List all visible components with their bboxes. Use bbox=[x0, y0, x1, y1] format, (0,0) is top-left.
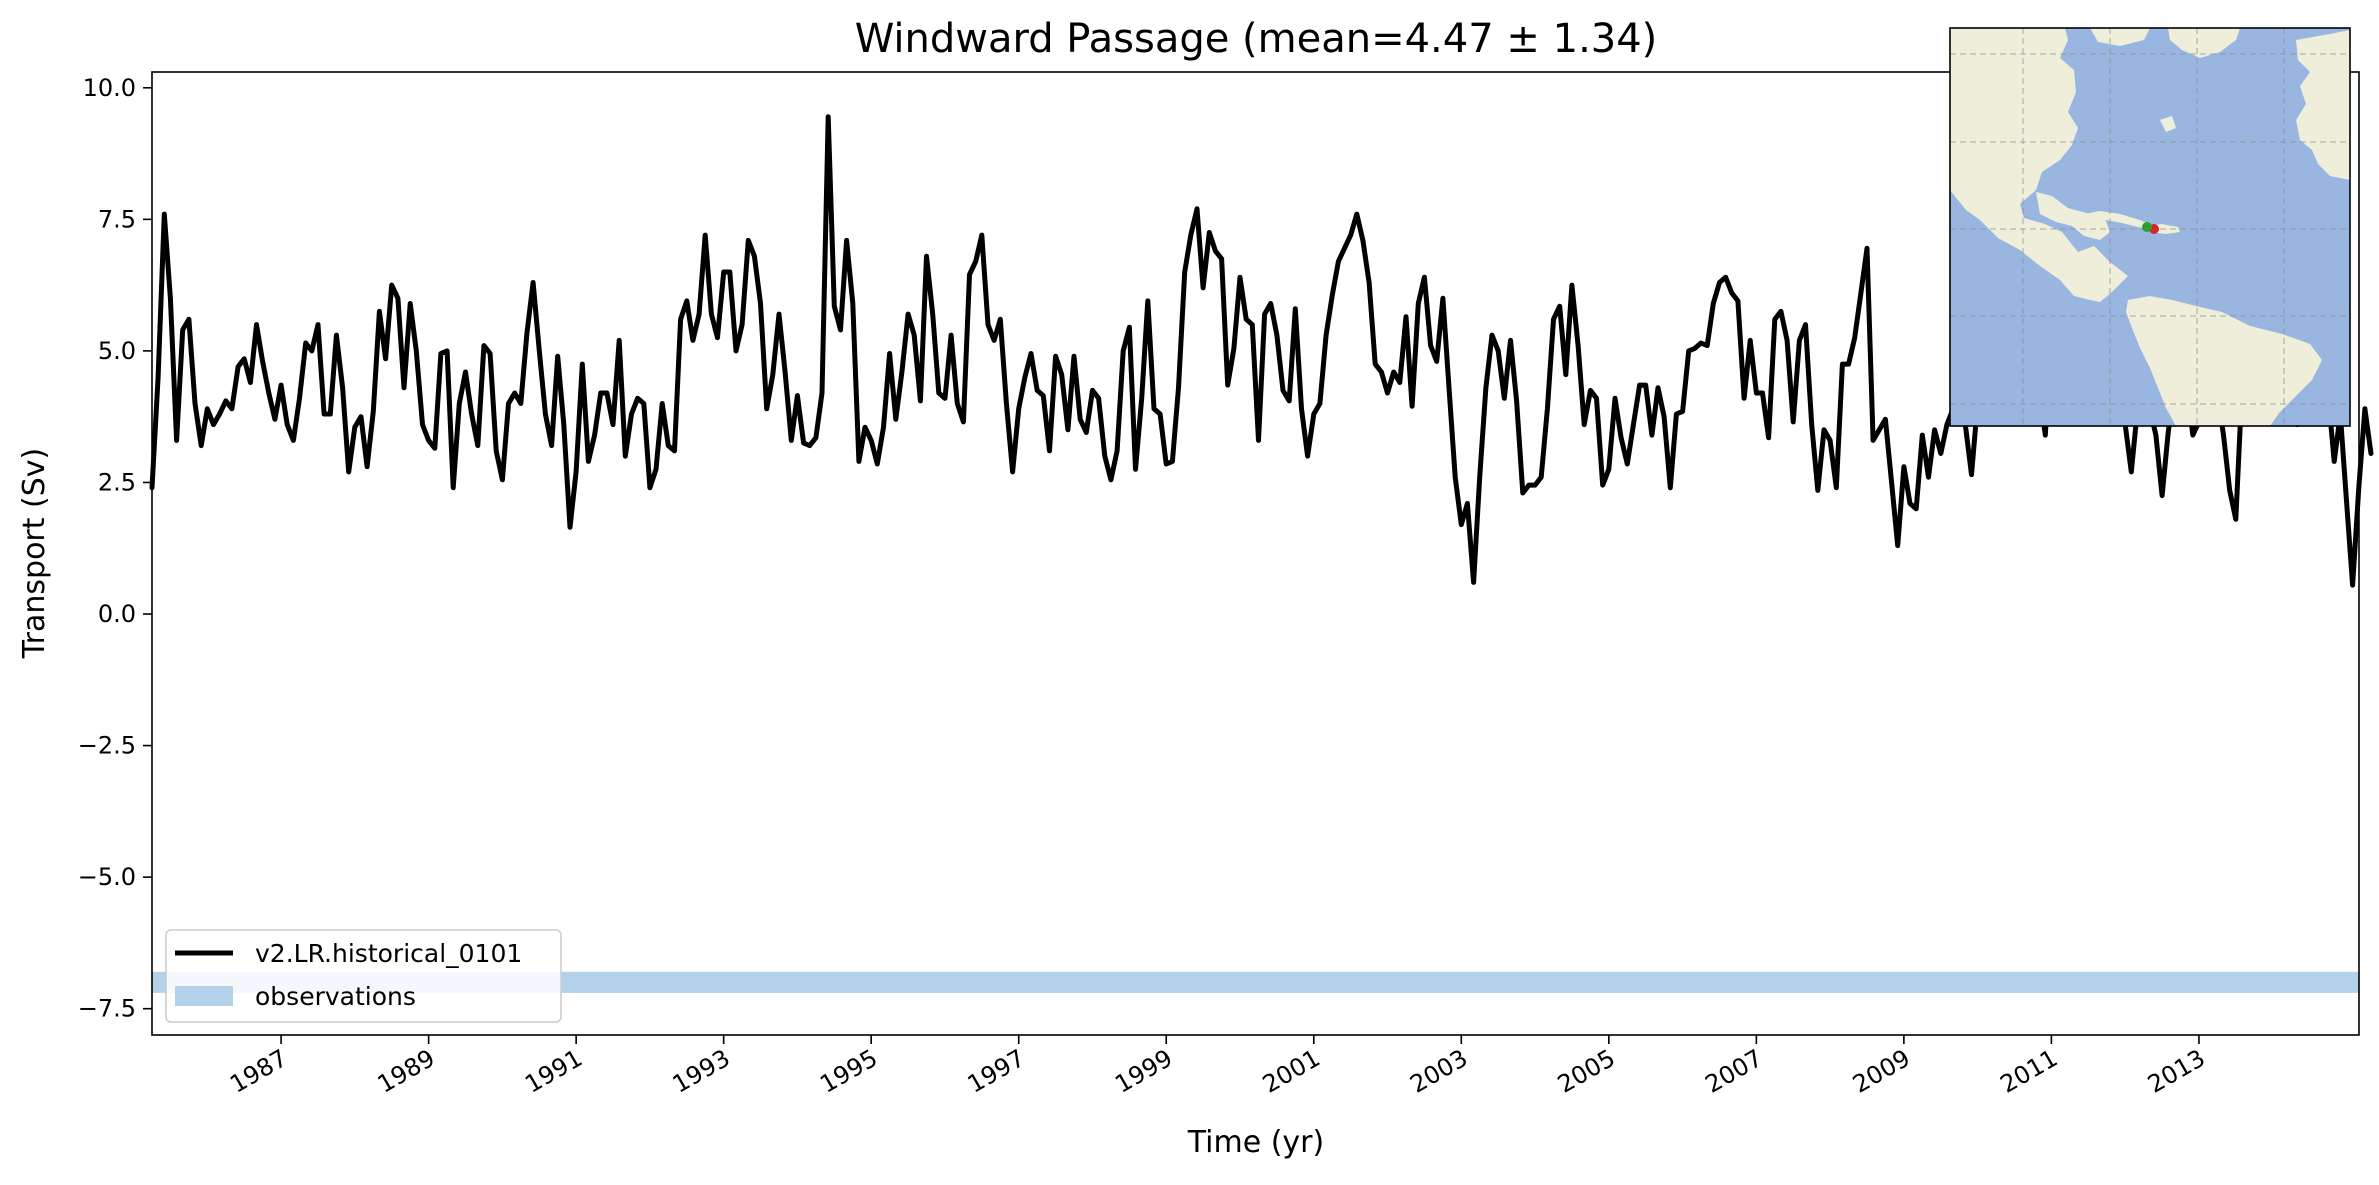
map-land-canadian-islands bbox=[2090, 28, 2150, 46]
map-land-cuba bbox=[2084, 211, 2154, 228]
legend-label-observations: observations bbox=[255, 982, 416, 1011]
map-land-newfoundland bbox=[2160, 116, 2176, 132]
y-tick-label: 10.0 bbox=[83, 74, 136, 102]
y-tick-label: 0.0 bbox=[98, 600, 136, 628]
y-tick-label: −2.5 bbox=[78, 732, 136, 760]
observations-band-layer bbox=[152, 971, 2359, 993]
inset-map-frame bbox=[1949, 27, 2351, 427]
y-axis: −7.5 −5.0 −2.5 0.0 2.5 5.0 7.5 10.0 bbox=[78, 74, 152, 1023]
map-land-north-america bbox=[1950, 28, 2128, 302]
legend: v2.LR.historical_0101 observations bbox=[165, 929, 562, 1023]
inset-map bbox=[1949, 27, 2351, 427]
y-tick-label: −5.0 bbox=[78, 863, 136, 891]
map-land-europe-africa bbox=[2296, 30, 2350, 180]
plot-frame bbox=[151, 71, 2360, 1036]
y-tick-label: 2.5 bbox=[98, 468, 136, 496]
legend-swatch-observations bbox=[175, 986, 233, 1006]
map-land-florida-gulf bbox=[2036, 192, 2110, 240]
map-land bbox=[1950, 28, 2350, 426]
y-axis-title: Transport (Sv) bbox=[17, 448, 52, 660]
section-start-marker bbox=[2142, 222, 2152, 232]
map-land-greenland bbox=[2168, 28, 2240, 58]
legend-label-model: v2.LR.historical_0101 bbox=[255, 939, 522, 968]
chart-title: Windward Passage (mean=4.47 ± 1.34) bbox=[855, 16, 1658, 62]
legend-box bbox=[165, 929, 562, 1023]
x-axis-title: Time (yr) bbox=[1187, 1125, 1324, 1160]
y-tick-label: 5.0 bbox=[98, 337, 136, 365]
map-land-south-america bbox=[2126, 296, 2322, 426]
observations-band bbox=[152, 971, 2359, 993]
y-tick-label: 7.5 bbox=[98, 205, 136, 233]
y-tick-label: −7.5 bbox=[78, 995, 136, 1023]
